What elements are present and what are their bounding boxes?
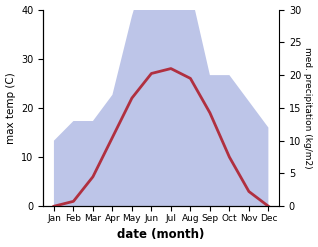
Y-axis label: med. precipitation (kg/m2): med. precipitation (kg/m2): [303, 47, 313, 169]
X-axis label: date (month): date (month): [117, 228, 205, 242]
Y-axis label: max temp (C): max temp (C): [5, 72, 16, 144]
